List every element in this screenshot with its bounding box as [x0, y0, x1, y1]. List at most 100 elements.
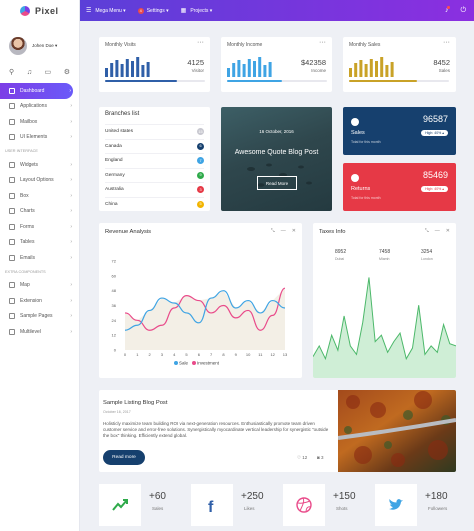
social-icon-box[interactable]	[375, 484, 417, 526]
kpi-value: 85469	[422, 170, 448, 180]
sidebar-item-widgets[interactable]: Widgets ›	[0, 157, 79, 173]
more-icon[interactable]: ···	[443, 39, 450, 46]
stat-card: Monthly Sales ··· 8452 Sales	[343, 37, 456, 92]
sidebar-item-ui-elements[interactable]: UI Elements ›	[0, 130, 79, 146]
blog-date: 16 October, 2016	[259, 129, 294, 134]
stat-value: $42358	[300, 58, 326, 67]
notification-bell-icon[interactable]: ♪	[444, 6, 450, 14]
svg-text:f: f	[208, 499, 214, 513]
tax-area-line	[313, 277, 456, 361]
featured-blog-card[interactable]: 16 October, 2016 Awesome Quote Blog Post…	[221, 107, 332, 211]
power-icon[interactable]: ⏻	[460, 6, 466, 14]
sidebar-item-map[interactable]: Map ›	[0, 278, 79, 294]
mini-bar	[375, 61, 378, 77]
social-label: Shots	[336, 506, 348, 511]
sidebar-item-dashboard[interactable]: Dashboard ›	[0, 83, 73, 99]
sidebar-item-label: Sample Pages	[20, 313, 53, 320]
sidebar-item-emails[interactable]: Emails ›	[0, 250, 79, 266]
user-name[interactable]: Johen Doe ▾	[32, 42, 58, 48]
social-icon-box[interactable]: f	[191, 484, 233, 526]
blog-title[interactable]: Awesome Quote Blog Post	[234, 149, 319, 156]
branch-name: Canada	[105, 143, 122, 149]
social-value: +60	[149, 491, 166, 502]
mini-bar	[258, 57, 262, 77]
branch-row[interactable]: Australia 3	[105, 182, 204, 196]
settings-menu-button[interactable]: 4 Settings ▾	[137, 7, 169, 14]
sidebar-item-tables[interactable]: Tables ›	[0, 235, 79, 251]
branch-row[interactable]: Canada 6	[105, 138, 204, 153]
sidebar-item-label: UI Elements	[20, 134, 48, 141]
settings-badge: 4	[137, 7, 144, 14]
minimize-icon[interactable]: —	[434, 228, 440, 234]
sidebar-item-extension[interactable]: Extension ›	[0, 293, 79, 309]
brand[interactable]: Pixel	[0, 0, 79, 21]
likes-value: 12	[302, 455, 308, 460]
brand-logo-icon	[20, 5, 30, 16]
more-icon[interactable]: ···	[319, 39, 326, 46]
avatar[interactable]	[9, 36, 27, 55]
chevron-right-icon: ›	[70, 223, 72, 230]
branch-row[interactable]: Germany 9	[105, 167, 204, 182]
user-profile[interactable]: Johen Doe ▾	[0, 21, 79, 61]
mini-bar	[105, 68, 108, 77]
sidebar-item-layout-options[interactable]: Layout Options ›	[0, 173, 79, 189]
expand-icon[interactable]: ⤡	[424, 228, 429, 234]
y-tick-label: 60	[112, 273, 117, 278]
x-tick-label: 10	[246, 352, 251, 357]
branch-name: England	[105, 158, 123, 163]
social-label: Sales	[152, 506, 164, 511]
sidebar-item-charts[interactable]: Charts ›	[0, 204, 79, 220]
x-tick-label: 6	[198, 352, 201, 357]
nav-extra: Map › Extension › Sample Pages › Multilevel ›	[0, 278, 79, 340]
sidebar-item-sample-pages[interactable]: Sample Pages ›	[0, 309, 79, 325]
sidebar-item-multilevel[interactable]: Multilevel ›	[0, 324, 79, 340]
settings-icon[interactable]: ⚙	[63, 69, 70, 76]
social-icon-box[interactable]	[99, 484, 141, 526]
blog-read-more-button[interactable]: Read More	[257, 176, 297, 190]
projects-menu-button[interactable]: ▦ Projects ▾	[181, 7, 213, 15]
sidebar-item-box[interactable]: Box ›	[0, 188, 79, 204]
sample-title[interactable]: Sample Listing Blog Post	[103, 400, 168, 406]
expand-icon[interactable]: ⤡	[270, 228, 275, 234]
sidebar-item-applications[interactable]: Applications ›	[0, 99, 79, 115]
settings-menu-label: Settings ▾	[146, 7, 169, 14]
stat-value: 4125	[187, 58, 204, 67]
chevron-right-icon: ›	[69, 87, 71, 94]
mini-bar	[354, 63, 358, 77]
branch-row[interactable]: United states 15	[105, 124, 204, 138]
more-icon[interactable]: ···	[197, 39, 204, 46]
section-label-ui: USER INTERFACE	[5, 149, 38, 153]
chevron-right-icon: ›	[70, 297, 72, 304]
mini-bar	[110, 63, 114, 77]
stat-progress-bar	[349, 80, 449, 82]
sidebar-item-forms[interactable]: Forms ›	[0, 219, 79, 235]
kpi-card-sales: 96587 Sales Total for this month High: 40% …	[343, 107, 456, 155]
minimize-icon[interactable]: —	[280, 228, 286, 234]
branch-row[interactable]: China 5	[105, 196, 204, 211]
sidebar-item-mailbox[interactable]: Mailbox ›	[0, 114, 79, 130]
sidebar-item-label: Dashboard	[20, 87, 45, 94]
sidebar-item-label: Applications	[20, 103, 47, 110]
mega-menu-button[interactable]: ☰ Mega Menu ▾	[86, 7, 126, 15]
close-icon[interactable]: ✕	[291, 228, 296, 234]
close-icon[interactable]: ✕	[445, 228, 450, 234]
likes-count[interactable]: ♡ 12	[297, 455, 307, 461]
search-icon[interactable]: ⚲	[9, 69, 15, 76]
mini-bar	[120, 64, 124, 77]
widgets-icon	[9, 161, 15, 168]
sidebar-item-label: Map	[20, 282, 30, 289]
sample-read-more-button[interactable]: Read more	[103, 450, 145, 465]
sample-blog-card: Sample Listing Blog Post October 16, 201…	[99, 390, 456, 472]
chevron-right-icon: ›	[70, 239, 72, 246]
message-icon[interactable]: ▭	[44, 69, 52, 76]
branch-name: Australia	[105, 187, 124, 192]
comment-icon: ◙	[317, 455, 321, 460]
comments-count[interactable]: ◙ 3	[317, 455, 323, 460]
chevron-right-icon: ›	[70, 328, 72, 335]
mini-bar	[141, 65, 145, 77]
chevron-right-icon: ›	[70, 282, 72, 289]
social-icon-box[interactable]	[283, 484, 325, 526]
bell-icon[interactable]: ♫	[26, 68, 32, 76]
branch-row[interactable]: England 7	[105, 153, 204, 167]
chevron-right-icon: ›	[70, 313, 72, 320]
